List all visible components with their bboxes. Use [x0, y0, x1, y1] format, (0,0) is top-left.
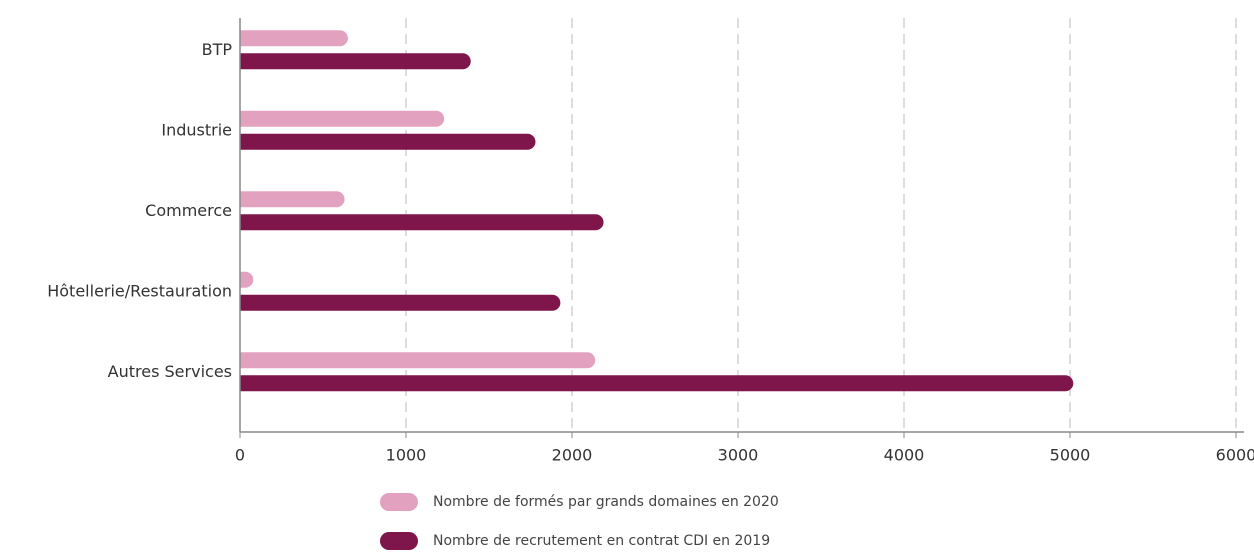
bar: [240, 375, 1074, 392]
y-tick-label: BTP: [202, 40, 233, 59]
x-tick-label: 0: [235, 446, 245, 465]
bar: [240, 271, 254, 288]
bar: [240, 53, 471, 70]
x-tick-label: 3000: [718, 446, 759, 465]
y-tick-label: Commerce: [145, 201, 232, 220]
x-tick-label: 5000: [1050, 446, 1091, 465]
bars: [240, 30, 1074, 392]
legend-label: Nombre de formés par grands domaines en …: [433, 494, 779, 510]
bar: [240, 214, 604, 231]
legend-label: Nombre de recrutement en contrat CDI en …: [433, 533, 770, 549]
bar: [240, 30, 348, 47]
bar: [240, 191, 345, 208]
bar: [240, 294, 561, 311]
x-tick-label: 1000: [386, 446, 427, 465]
legend-swatch: [380, 532, 418, 550]
legend-swatch: [380, 493, 418, 511]
bar: [240, 110, 445, 127]
bar: [240, 352, 596, 369]
y-tick-label: Industrie: [161, 120, 232, 139]
bar: [240, 133, 536, 150]
y-tick-label: Hôtellerie/Restauration: [47, 281, 232, 300]
x-tick-label: 6000: [1216, 446, 1254, 465]
x-tick-label: 2000: [552, 446, 593, 465]
x-tick-label: 4000: [884, 446, 925, 465]
y-tick-label: Autres Services: [108, 362, 232, 381]
